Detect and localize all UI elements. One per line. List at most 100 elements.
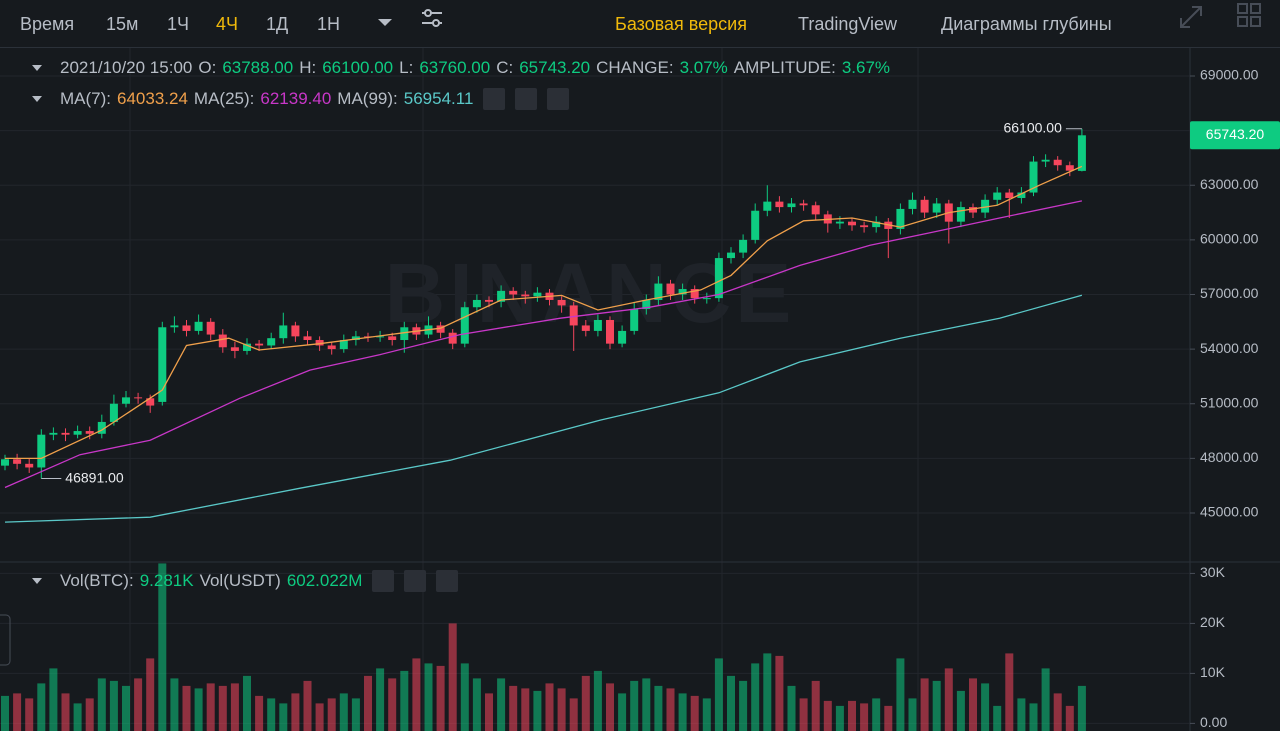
candle-body bbox=[1065, 165, 1074, 171]
dropdown-icon[interactable] bbox=[375, 12, 395, 32]
candle-body bbox=[485, 299, 493, 302]
candle-body bbox=[666, 283, 675, 295]
candle-body bbox=[327, 345, 336, 350]
volume-bar bbox=[775, 655, 784, 731]
candle-body bbox=[848, 221, 856, 226]
interval[interactable]: 4Ч bbox=[216, 14, 239, 34]
legend-icon[interactable] bbox=[372, 570, 395, 592]
volume-bar bbox=[364, 675, 372, 731]
candle-body bbox=[388, 336, 397, 341]
legend-value: 56954.11 bbox=[403, 89, 474, 108]
legend-icon[interactable] bbox=[483, 88, 506, 110]
candle-body bbox=[642, 299, 651, 310]
candle-body bbox=[472, 299, 481, 308]
candle-body bbox=[606, 319, 614, 344]
candle-body bbox=[1041, 159, 1050, 162]
volume-bar bbox=[291, 693, 300, 731]
candle-body bbox=[436, 325, 445, 333]
settings-icon[interactable] bbox=[420, 6, 444, 30]
volume-bar bbox=[376, 668, 385, 731]
volume-bar bbox=[436, 665, 445, 731]
legend-label: Vol(BTC): bbox=[60, 571, 134, 590]
volume-bar bbox=[158, 563, 167, 731]
volume-bar bbox=[25, 698, 34, 731]
interval[interactable]: 1Ч bbox=[167, 14, 190, 34]
volume-bar bbox=[351, 698, 360, 731]
volume-bar bbox=[835, 705, 844, 731]
layout-icon[interactable] bbox=[1236, 2, 1262, 28]
legend-value: 63788.00 bbox=[222, 58, 294, 77]
candle-body bbox=[351, 336, 360, 341]
volume-bar bbox=[654, 685, 663, 731]
y-tick-label: 48000.00 bbox=[1200, 449, 1259, 465]
candle-body bbox=[97, 421, 106, 434]
collapse-arrow bbox=[32, 578, 42, 584]
volume-bar bbox=[61, 693, 70, 731]
candle-body bbox=[448, 332, 457, 344]
volume-bar bbox=[787, 685, 796, 731]
interval[interactable]: 15м bbox=[106, 14, 139, 34]
legend-value: 9.281K bbox=[139, 571, 194, 590]
interval-label[interactable]: Время bbox=[20, 14, 75, 34]
volume-bar bbox=[1077, 685, 1086, 731]
fullscreen-icon[interactable] bbox=[1178, 4, 1204, 30]
candle-body bbox=[533, 292, 542, 297]
volume-bar bbox=[581, 675, 590, 731]
candle-body bbox=[218, 334, 227, 348]
volume-bar bbox=[932, 680, 941, 731]
volume-bar bbox=[593, 670, 602, 731]
volume-bar bbox=[884, 705, 893, 731]
candle-body bbox=[49, 432, 58, 435]
volume-bar bbox=[412, 658, 421, 731]
y-tick-label: 51000.00 bbox=[1200, 394, 1259, 410]
candle-body bbox=[1077, 135, 1086, 171]
volume-bar bbox=[690, 695, 699, 731]
legend-icon[interactable] bbox=[515, 88, 538, 110]
legend-icon[interactable] bbox=[436, 570, 459, 592]
volume-bar bbox=[339, 693, 348, 731]
y-tick-label: 69000.00 bbox=[1200, 67, 1259, 83]
legend-icon[interactable] bbox=[547, 88, 570, 110]
volume-bar bbox=[823, 700, 832, 731]
interval[interactable]: 1Н bbox=[317, 14, 341, 34]
legend-label: MA(99): bbox=[337, 89, 398, 108]
candle-body bbox=[654, 283, 663, 300]
volume-bar bbox=[872, 698, 881, 731]
volume-bar bbox=[448, 623, 457, 731]
candle-body bbox=[969, 207, 977, 213]
volume-bar bbox=[969, 678, 977, 731]
side-handle[interactable] bbox=[0, 614, 11, 666]
volume-bar bbox=[146, 658, 155, 731]
candle-body bbox=[835, 221, 844, 224]
candle-body bbox=[109, 403, 118, 422]
legend-value: 3.07% bbox=[679, 58, 728, 77]
view-tab[interactable]: Диаграммы глубины bbox=[941, 14, 1112, 34]
candle-body bbox=[787, 203, 796, 208]
y-tick-label: 20K bbox=[1200, 614, 1226, 630]
candle-body bbox=[714, 258, 723, 299]
collapse-arrow bbox=[32, 96, 42, 102]
candle-body bbox=[702, 298, 711, 300]
view-tab[interactable]: Базовая версия bbox=[615, 14, 747, 34]
candle-body bbox=[61, 432, 70, 435]
view-tab[interactable]: TradingView bbox=[798, 14, 898, 34]
candle-body bbox=[1, 459, 9, 466]
volume-bar bbox=[1053, 693, 1062, 731]
y-tick-label: 45000.00 bbox=[1200, 504, 1259, 520]
volume-bar bbox=[702, 698, 711, 731]
candle-body bbox=[630, 309, 639, 331]
candle-body bbox=[872, 221, 881, 228]
legend-label: L: bbox=[399, 58, 414, 77]
volume-bar bbox=[642, 678, 651, 731]
volume-bar bbox=[727, 675, 735, 731]
legend-label: H: bbox=[299, 58, 317, 77]
interval[interactable]: 1Д bbox=[266, 14, 289, 34]
collapse-arrow bbox=[32, 65, 42, 71]
volume-bar bbox=[1005, 653, 1014, 731]
candle-body bbox=[158, 327, 167, 402]
legend-icon[interactable] bbox=[404, 570, 427, 592]
legend-value: 62139.40 bbox=[260, 89, 332, 108]
candle-body bbox=[993, 192, 1002, 200]
candle-body bbox=[37, 434, 46, 468]
